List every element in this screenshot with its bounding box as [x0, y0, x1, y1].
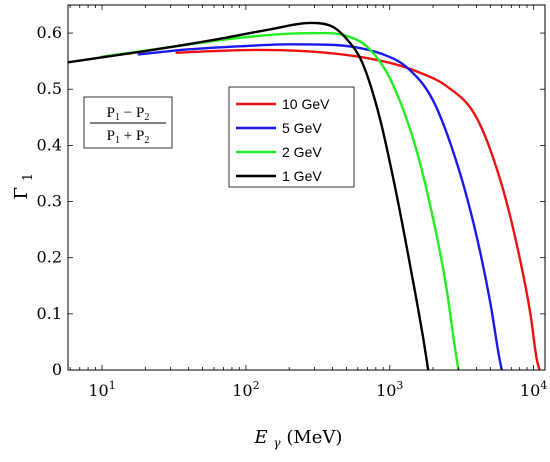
y-axis-title-main: Γ: [11, 187, 32, 200]
legend-label: 1 GeV: [282, 168, 322, 184]
plot-frame: [67, 4, 546, 371]
polarization-ratio-annotation: P1 − P2 P1 + P2: [83, 96, 173, 149]
y-tick-label: 0.5: [37, 79, 62, 98]
x-axis-title-main: E: [254, 427, 268, 448]
y-axis-title-sub: 1: [21, 173, 36, 181]
x-tick-label: 103: [376, 379, 403, 400]
series-line-10-gev: [175, 48, 541, 370]
series-line-1-gev: [68, 21, 430, 370]
series-line-5-gev: [137, 43, 503, 370]
x-tick-label: 102: [232, 379, 259, 400]
x-axis-title-sub: γ: [273, 436, 281, 450]
x-axis-title: E γ (MeV): [254, 427, 343, 452]
series-layer: [68, 21, 541, 370]
y-tick-label: 0.4: [37, 135, 62, 154]
legend: 10 GeV 5 GeV 2 GeV 1 GeV: [228, 86, 355, 188]
svg-text:Γ 1: Γ 1: [11, 173, 36, 200]
x-tick-label: 104: [520, 379, 547, 400]
y-tick-label: 0.3: [37, 192, 62, 211]
legend-label: 10 GeV: [282, 96, 330, 112]
y-tick-label: 0.2: [37, 248, 62, 267]
formula-numerator: P1 − P2: [107, 105, 150, 123]
y-tick-label: 0: [52, 360, 62, 379]
formula-denominator: P1 + P2: [107, 128, 150, 146]
ticks-layer: 0 0.1 0.2 0.3 0.4 0.5 0.6 101 102 103 104: [37, 5, 547, 400]
y-tick-label: 0.6: [37, 23, 62, 42]
series-line-2-gev: [100, 31, 460, 370]
y-axis-title: Γ 1: [11, 173, 36, 200]
legend-label: 2 GeV: [282, 144, 322, 160]
svg-text:E γ (MeV): E γ (MeV): [254, 427, 343, 452]
x-tick-label: 101: [88, 379, 115, 400]
legend-label: 5 GeV: [282, 120, 322, 136]
y-tick-label: 0.1: [37, 304, 62, 323]
x-axis-title-unit: (MeV): [286, 427, 342, 448]
